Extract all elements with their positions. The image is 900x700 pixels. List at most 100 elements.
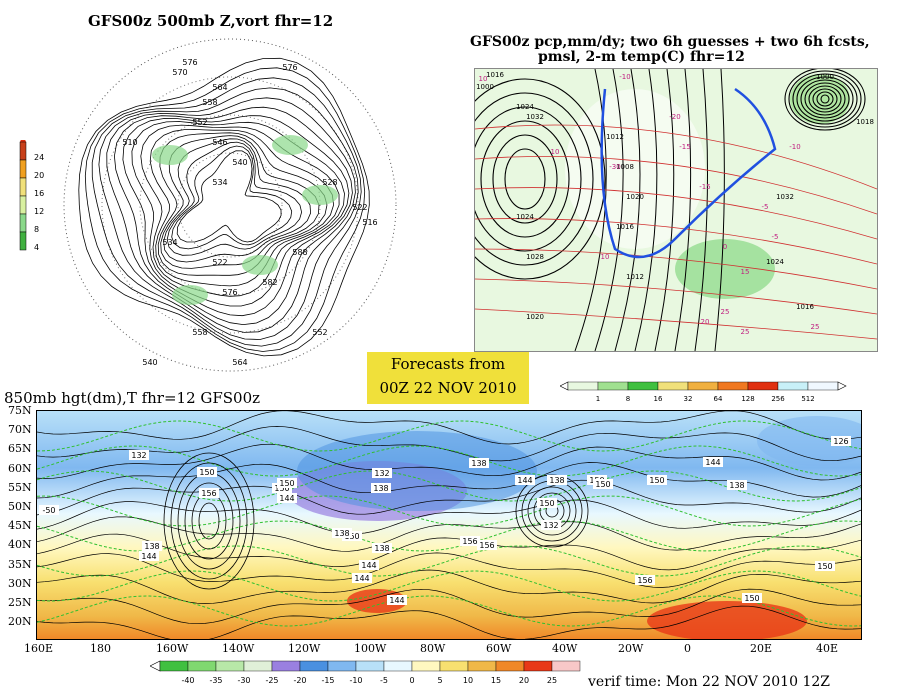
hgt-contour-label: 156	[479, 541, 494, 550]
z500-contour-label: 558	[192, 328, 207, 337]
hgt-contour-label: 150	[539, 499, 554, 508]
hgt-high-contour	[184, 482, 234, 560]
pmsl-label: 1032	[526, 113, 544, 121]
pmsl-contour	[674, 69, 692, 351]
temp-label: -10	[789, 143, 800, 151]
temp-contour	[475, 248, 877, 290]
temp-isotherm	[37, 545, 861, 577]
hgt-label-bg	[515, 475, 535, 485]
temp-label: -5	[772, 233, 779, 241]
temp-colorbar-swatch	[383, 660, 413, 672]
hgt-contour	[37, 533, 861, 571]
hgt-label-bg	[541, 520, 561, 530]
hgt-low-contour	[527, 486, 577, 536]
temp-colorbar-swatch	[271, 660, 301, 672]
temp-label: 10	[551, 148, 560, 156]
pmsl-label: 1024	[516, 103, 534, 111]
lat-tick-label: 60N	[8, 461, 32, 475]
pmsl-label: 1028	[526, 253, 544, 261]
pmsl-label: 1008	[616, 163, 634, 171]
temp-colorbar-arrow-left	[150, 660, 161, 672]
z500-contour-label: 522	[212, 258, 227, 267]
hgt850-map: 1321501561441381501321381441501381561441…	[36, 410, 862, 640]
pcp-pmsl-map: 1016 1000 1024 1032 1024 1028 1012 1008 1020 1016…	[474, 68, 878, 352]
polar-contours	[78, 57, 370, 357]
vort-shade	[172, 285, 208, 305]
hgt-label-bg	[831, 436, 851, 446]
hgt-label-bg	[197, 467, 217, 477]
hgt-contour-label: 150	[595, 480, 610, 489]
lat-tick-label: 70N	[8, 423, 32, 437]
vort-colorbar-tick: 20	[34, 171, 44, 180]
hgt-label-bg	[537, 498, 557, 508]
pmsl-contour	[820, 94, 830, 104]
hgt-label-bg	[372, 468, 392, 478]
lat-tick-label: 30N	[8, 576, 32, 590]
vort-colorbar-swatch	[19, 195, 27, 215]
temp-colorbar-swatch	[215, 660, 245, 672]
lat-tick-label: 40N	[8, 538, 32, 552]
pmsl-label: 1024	[766, 258, 784, 266]
temp-colorbar-tick: 25	[547, 676, 557, 685]
temp-contour	[475, 187, 877, 240]
hgt-label-bg	[129, 450, 149, 460]
lon-tick-label: 120W	[288, 642, 321, 655]
z500-contour-label: 588	[292, 248, 307, 257]
pcp-colorbar-tick: 512	[801, 395, 814, 403]
pcp-colorbar-swatch	[657, 381, 689, 391]
pmsl-label: 1020	[626, 193, 644, 201]
hgt-label-bg	[469, 458, 489, 468]
hgt-label-bg	[635, 575, 655, 585]
pmsl-contour	[714, 69, 725, 351]
z500-contour-label: 564	[212, 83, 227, 92]
hgt-contour	[37, 516, 861, 552]
z500-contour	[78, 57, 370, 357]
vort-colorbar-tick: 8	[34, 225, 39, 234]
lon-tick-label: 40W	[552, 642, 578, 655]
temp-colorbar-swatch	[159, 660, 189, 672]
z500-contour	[106, 97, 356, 333]
pcp-colorbar-arrow-right	[837, 381, 847, 391]
hgt-high-contour	[163, 452, 255, 590]
hgt-label-bg	[460, 536, 480, 546]
vort-colorbar-swatch	[19, 231, 27, 251]
hgt-contour-label: 132	[131, 451, 146, 460]
pmsl-contour	[504, 148, 546, 210]
z500-contour-label: 540	[142, 358, 157, 367]
lat-tick-label: 35N	[8, 557, 32, 571]
pcp-shade	[675, 239, 775, 299]
pcp-title-line2: pmsl, 2-m temp(C) fhr=12	[538, 49, 745, 65]
hgt-label-bg	[142, 541, 162, 551]
pmsl-label: 1020	[526, 313, 544, 321]
hgt-label-bg	[477, 540, 497, 550]
pcp-colorbar-tick: 64	[714, 395, 723, 403]
lat-tick-label: 55N	[8, 480, 32, 494]
pcp-colorbar-tick: 32	[684, 395, 693, 403]
pmsl-contour	[654, 69, 675, 351]
temp-colorbar-tick: -30	[237, 676, 250, 685]
vort-shade	[302, 185, 338, 205]
hgt-contour-label: 150	[279, 479, 294, 488]
temp-label: -30	[609, 163, 620, 171]
hgt-label-bg	[547, 475, 567, 485]
z500-contour-label: 552	[312, 328, 327, 337]
temp-contour	[475, 308, 877, 340]
hgt-contour-label: 138	[144, 542, 159, 551]
verif-time: verif time: Mon 22 NOV 2010 12Z	[588, 674, 830, 690]
hgt-label-bg	[371, 483, 391, 493]
temp-colorbar-tick: 15	[491, 676, 501, 685]
lon-tick-label: 160E	[24, 642, 54, 655]
pmsl-contour	[480, 120, 570, 238]
temp-contour	[475, 155, 877, 215]
pmsl-contour	[475, 92, 594, 266]
hgt-contour-label: 138	[729, 481, 744, 490]
hgt-contour	[37, 443, 861, 481]
hgt-contour	[37, 569, 861, 604]
pmsl-contour	[808, 85, 842, 113]
lon-tick-label: 40E	[816, 642, 839, 655]
pcp-colorbar-arrow-left	[560, 381, 569, 391]
z500-contour-label: 516	[362, 218, 377, 227]
pcp-contours	[475, 69, 877, 351]
temp-isotherm	[37, 495, 861, 527]
